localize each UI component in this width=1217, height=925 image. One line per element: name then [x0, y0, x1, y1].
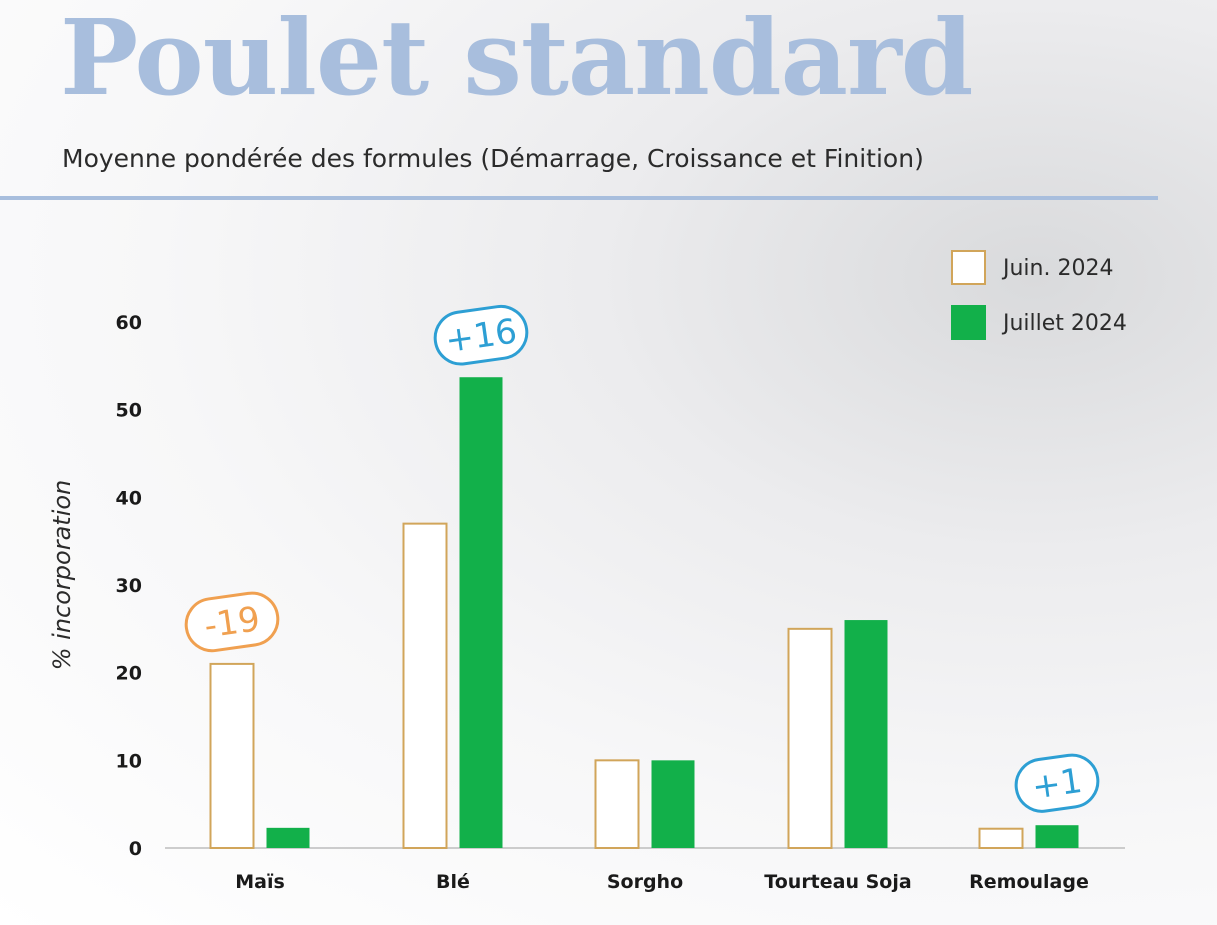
change-badge-label: +1	[1030, 761, 1085, 808]
bar-juin-2024	[787, 627, 833, 849]
bar-juillet-2024	[1035, 825, 1079, 848]
y-tick-label: 10	[116, 750, 142, 772]
title-divider	[0, 196, 1158, 200]
change-badge: -19	[184, 591, 280, 653]
change-badge-label: +16	[443, 311, 520, 361]
change-badge: +16	[433, 304, 529, 366]
bar-juin-2024	[978, 827, 1024, 849]
chart-legend: Juin. 2024 Juillet 2024	[951, 250, 1127, 340]
x-tick-label: Sorgho	[607, 871, 683, 893]
y-tick-label: 50	[116, 400, 142, 422]
bar-juin-2024	[209, 662, 255, 850]
x-tick-label: Tourteau Soja	[764, 871, 911, 893]
change-badge: +1	[1014, 753, 1100, 813]
y-tick-label: 40	[116, 487, 142, 509]
y-tick-label: 20	[116, 663, 142, 685]
x-tick-label: Remoulage	[969, 871, 1089, 893]
y-tick-label: 60	[116, 312, 142, 334]
page-subtitle: Moyenne pondérée des formules (Démarrage…	[62, 144, 924, 173]
x-tick-label: Maïs	[235, 871, 285, 893]
change-badge-outline	[433, 304, 529, 366]
change-badge-outline	[1014, 753, 1100, 813]
bar-juin-2024	[594, 759, 640, 849]
y-tick-label: 0	[129, 838, 142, 860]
legend-label-juillet-2024: Juillet 2024	[1001, 311, 1127, 336]
bar-juillet-2024	[266, 827, 310, 848]
bar-juillet-2024	[459, 377, 503, 848]
chart-bars	[209, 377, 1079, 850]
x-tick-label: Blé	[436, 871, 470, 893]
change-badge-label: -19	[202, 599, 263, 646]
y-tick-label: 30	[116, 575, 142, 597]
chart-axes: 0 10 20 30 40 50 60 % incorporation	[48, 312, 1125, 860]
legend-swatch-juin-2024	[951, 250, 986, 285]
y-axis-title: % incorporation	[48, 480, 76, 671]
bar-juin-2024	[402, 522, 448, 850]
legend-swatch-juillet-2024	[951, 305, 986, 340]
chart-annotations: -19 +16 +1	[184, 304, 1100, 813]
bar-juillet-2024	[844, 620, 888, 848]
legend-label-juin-2024: Juin. 2024	[1001, 256, 1113, 281]
chart-labels: Maïs Blé Sorgho Tourteau Soja Remoulage	[235, 871, 1089, 893]
bar-juillet-2024	[651, 760, 695, 848]
page-title: Poulet standard	[60, 0, 974, 119]
change-badge-outline	[184, 591, 280, 653]
